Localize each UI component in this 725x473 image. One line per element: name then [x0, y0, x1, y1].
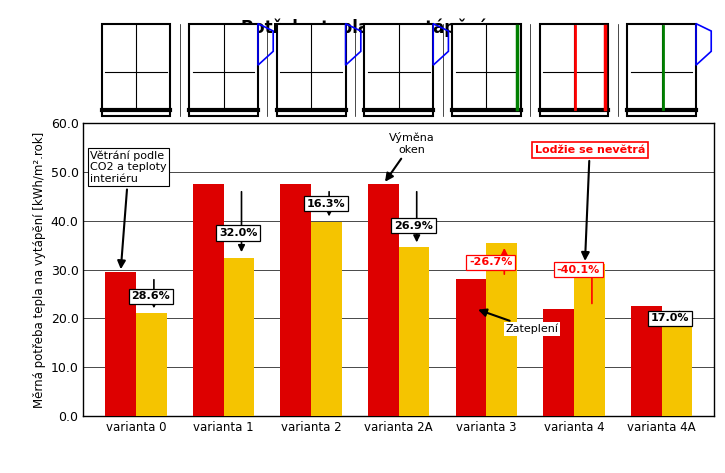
- Bar: [456, 280, 486, 416]
- Bar: [281, 184, 311, 416]
- Bar: [543, 309, 574, 416]
- Y-axis label: Měrná potřeba tepla na vytápění [kWh/m².rok]: Měrná potřeba tepla na vytápění [kWh/m².…: [33, 131, 46, 408]
- Bar: [105, 272, 136, 416]
- Text: -26.7%: -26.7%: [469, 257, 513, 267]
- Text: 17.0%: 17.0%: [651, 314, 689, 324]
- Text: 26.9%: 26.9%: [394, 220, 433, 231]
- Bar: [223, 258, 254, 416]
- Bar: [399, 246, 429, 416]
- Text: -40.1%: -40.1%: [557, 264, 600, 275]
- Bar: [193, 184, 223, 416]
- Text: Lodžie se nevětrá: Lodžie se nevětrá: [534, 145, 645, 259]
- Bar: [631, 307, 661, 416]
- Text: 28.6%: 28.6%: [131, 291, 170, 301]
- Bar: [311, 222, 341, 416]
- Text: 16.3%: 16.3%: [307, 199, 345, 209]
- Bar: [661, 325, 692, 416]
- Bar: [574, 264, 605, 416]
- Bar: [486, 243, 517, 416]
- Text: Potřeba tepla na vytápění: Potřeba tepla na vytápění: [241, 19, 484, 37]
- Bar: [368, 184, 399, 416]
- Text: Výměna
oken: Výměna oken: [386, 132, 435, 180]
- Text: Větrání podle
CO2 a teploty
interiéru: Větrání podle CO2 a teploty interiéru: [91, 150, 167, 267]
- Text: Zateplení: Zateplení: [480, 309, 558, 334]
- Bar: [136, 313, 167, 416]
- Text: 32.0%: 32.0%: [219, 228, 257, 238]
